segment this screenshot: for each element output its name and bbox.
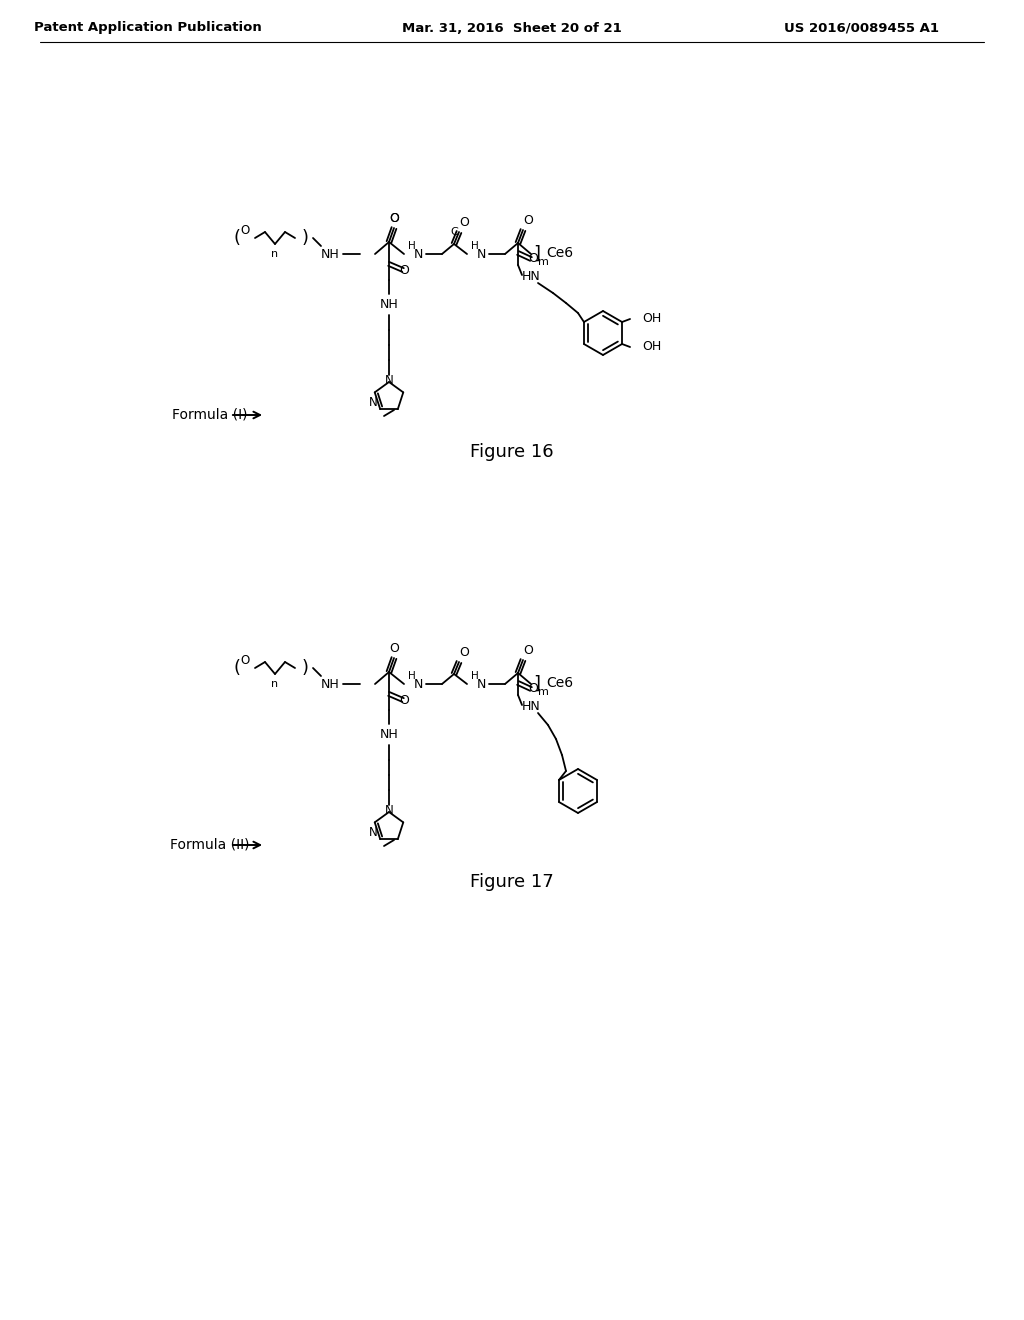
Text: N: N [385, 804, 393, 817]
Text: O: O [241, 223, 250, 236]
Text: N: N [414, 248, 423, 260]
Text: Figure 16: Figure 16 [470, 444, 554, 461]
Text: (: ( [233, 228, 241, 247]
Text: Ce6: Ce6 [547, 246, 573, 260]
Text: H: H [471, 242, 479, 251]
Text: ]: ] [534, 675, 541, 693]
Text: NH: NH [321, 677, 339, 690]
Text: N: N [476, 677, 485, 690]
Text: n: n [271, 249, 279, 259]
Text: Ce6: Ce6 [547, 676, 573, 690]
Text: HN: HN [522, 271, 541, 284]
Text: Figure 17: Figure 17 [470, 873, 554, 891]
Text: O: O [459, 215, 469, 228]
Text: O: O [459, 645, 469, 659]
Text: ]: ] [534, 246, 541, 263]
Text: N: N [414, 677, 423, 690]
Text: (: ( [233, 659, 241, 677]
Text: NH: NH [321, 248, 339, 260]
Text: NH: NH [380, 727, 398, 741]
Text: O: O [241, 653, 250, 667]
Text: H: H [409, 242, 416, 251]
Text: O: O [523, 644, 532, 657]
Text: H: H [409, 671, 416, 681]
Text: Mar. 31, 2016  Sheet 20 of 21: Mar. 31, 2016 Sheet 20 of 21 [402, 21, 622, 34]
Text: O: O [389, 643, 399, 656]
Text: m: m [538, 257, 549, 267]
Text: Formula (II): Formula (II) [170, 838, 250, 851]
Text: NH: NH [380, 297, 398, 310]
Text: O: O [528, 681, 538, 694]
Text: ): ) [301, 659, 308, 677]
Text: m: m [538, 686, 549, 697]
Text: O: O [389, 213, 399, 226]
Text: OH: OH [642, 341, 662, 354]
Text: O: O [389, 213, 399, 226]
Text: HN: HN [522, 701, 541, 714]
Text: N: N [385, 374, 393, 387]
Text: OH: OH [642, 313, 662, 326]
Text: O: O [399, 264, 409, 276]
Text: N: N [476, 248, 485, 260]
Text: O: O [399, 693, 409, 706]
Text: C: C [451, 227, 458, 238]
Text: Patent Application Publication: Patent Application Publication [34, 21, 262, 34]
Text: US 2016/0089455 A1: US 2016/0089455 A1 [784, 21, 939, 34]
Text: O: O [528, 252, 538, 264]
Text: N: N [369, 825, 378, 838]
Text: N: N [369, 396, 378, 408]
Text: n: n [271, 678, 279, 689]
Text: H: H [471, 671, 479, 681]
Text: O: O [523, 214, 532, 227]
Text: ): ) [301, 228, 308, 247]
Text: Formula (I): Formula (I) [172, 408, 248, 422]
